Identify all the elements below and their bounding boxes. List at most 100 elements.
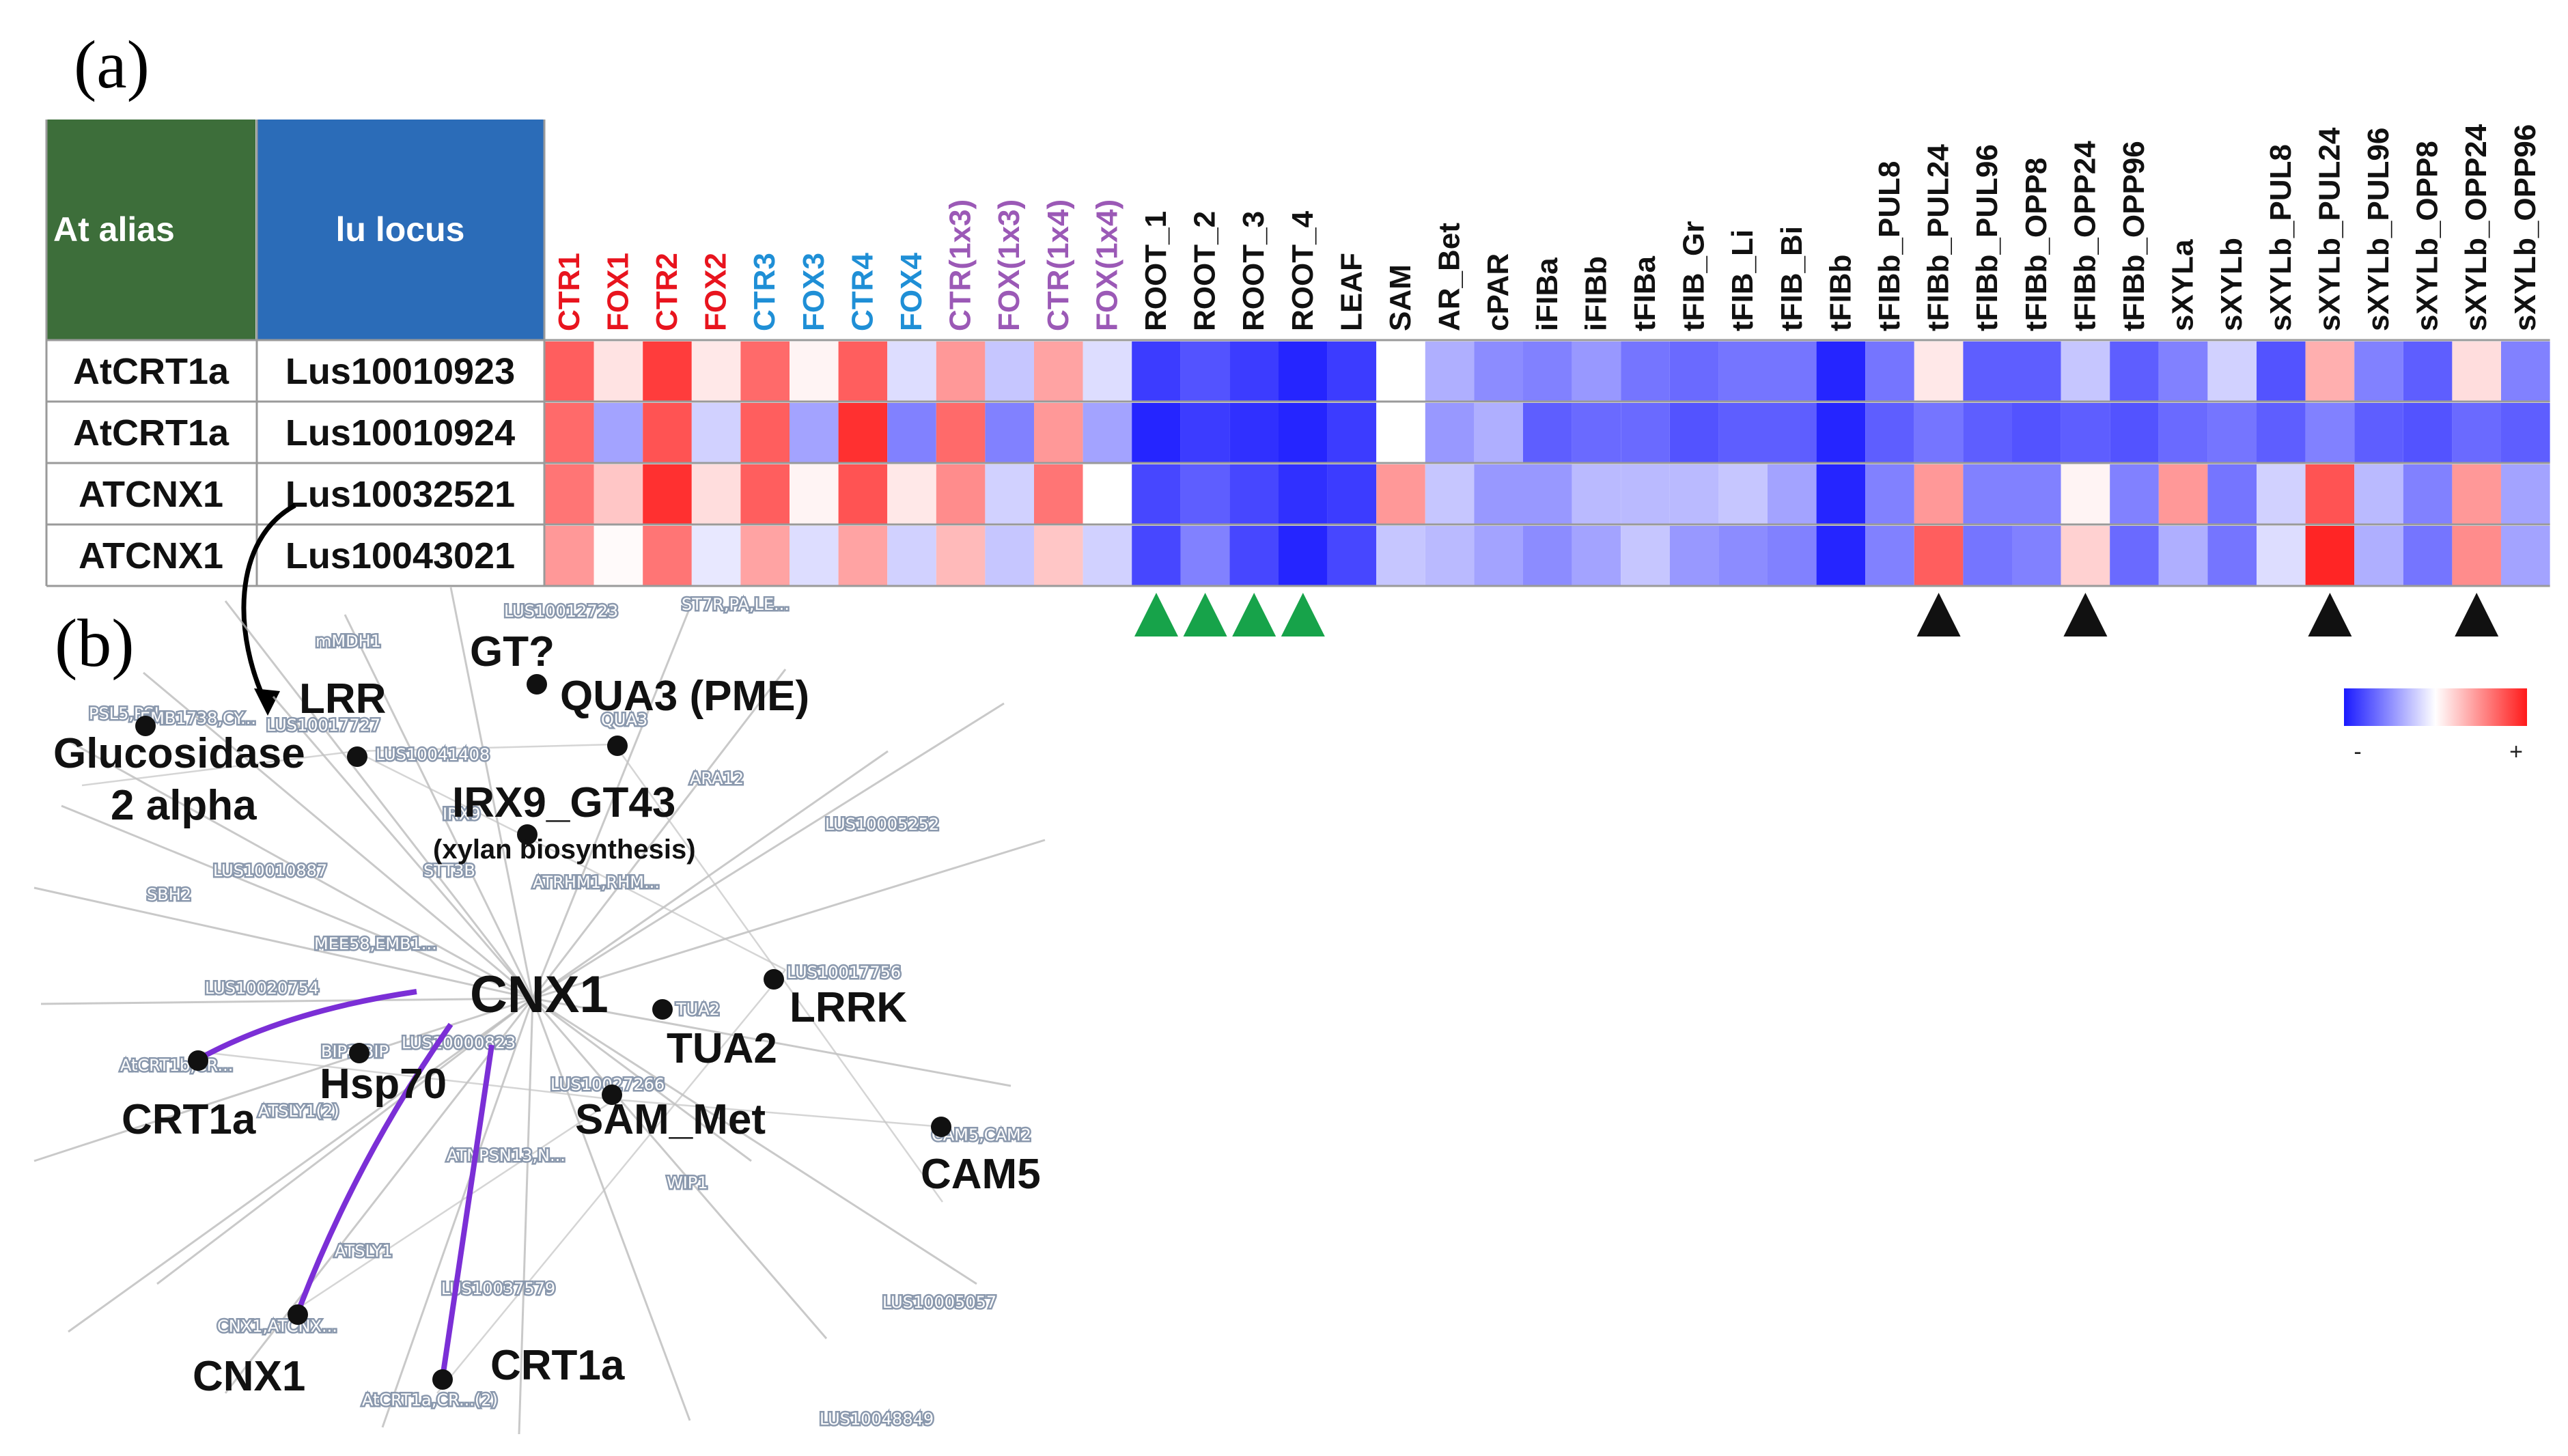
label-tua2: TUA2 [667, 1025, 777, 1072]
network-bg-label: AtCRT1b,CR... [120, 1056, 233, 1075]
column-label: iFIBa [1531, 257, 1564, 331]
heatmap-cell [1474, 403, 1523, 463]
heatmap-cell [1425, 464, 1475, 524]
heatmap-cell [1474, 464, 1523, 524]
column-label: sXYLb_PUL96 [2362, 128, 2395, 331]
heatmap-cell [594, 403, 643, 463]
green-marker [1281, 593, 1325, 636]
label-cnx1-center: CNX1 [470, 966, 609, 1024]
heatmap-cell [1327, 526, 1377, 586]
heatmap-cell [1669, 464, 1719, 524]
heatmap-cell [1083, 341, 1132, 402]
network-bg-label: PSL5,PSL [89, 704, 164, 723]
heatmap-cell [1034, 341, 1083, 402]
column-label: LEAF [1335, 253, 1368, 331]
network-node [527, 674, 547, 695]
network-bg-label: LUS10041408 [376, 745, 490, 764]
network-edge [68, 997, 533, 1333]
column-label: FOX(1x3) [992, 199, 1026, 331]
heatmap-cell [790, 464, 839, 524]
heatmap-cell [985, 403, 1034, 463]
network-node [602, 1084, 622, 1105]
heatmap-cell [2158, 464, 2208, 524]
network-edge [33, 886, 533, 1000]
heatmap-cell [1327, 464, 1377, 524]
heatmap-cell [594, 464, 643, 524]
network-edge [531, 998, 828, 1339]
heatmap-cell [1621, 341, 1670, 402]
heatmap-cell [1914, 403, 1964, 463]
heatmap-cell [691, 464, 741, 524]
heatmap-cell [1572, 464, 1621, 524]
heatmap-cell [2501, 526, 2550, 586]
network-bg-label: QUA3 [601, 710, 647, 729]
network-edge [143, 671, 533, 1000]
heatmap-cell [2061, 341, 2110, 402]
heatmap-cell [1816, 526, 1866, 586]
network-bg-label: LUS10005252 [825, 815, 939, 834]
heatmap-cell [2501, 341, 2550, 402]
column-label: CTR4 [846, 253, 879, 331]
network-edge [381, 998, 534, 1428]
heatmap-cell [643, 526, 692, 586]
column-label: AR_Bet [1433, 223, 1466, 331]
heatmap-cell [2452, 341, 2501, 402]
heatmap-cell [1963, 526, 2012, 586]
highlighted-edges [198, 989, 494, 1378]
heatmap-cell [545, 403, 594, 463]
row-locus: Lus10010924 [285, 412, 515, 453]
heatmap-cell [1621, 464, 1670, 524]
column-label: sXYLb_PUL8 [2264, 144, 2298, 331]
legend-gradient-bar [2344, 688, 2527, 726]
heatmap-cell [2110, 403, 2159, 463]
heatmap-cell [1034, 526, 1083, 586]
network-bg-label: ARA12 [690, 769, 744, 788]
heatmap-cell [545, 464, 594, 524]
heatmap-cell [740, 464, 790, 524]
network-bg-label: ATNPSN13,N... [447, 1146, 566, 1165]
green-marker [1134, 593, 1178, 636]
heatmap-cell [1523, 341, 1572, 402]
heatmap-cell [985, 526, 1034, 586]
label-crt1a-bottom: CRT1a [490, 1342, 625, 1389]
column-label: tFIBb_OPP24 [2068, 141, 2102, 331]
column-label: CTR(1x3) [944, 199, 977, 331]
column-label: FOX2 [699, 253, 733, 331]
network-bg-label: LUS10000823 [402, 1033, 516, 1052]
network-nodes [135, 674, 951, 1390]
heatmap-cell [1669, 341, 1719, 402]
network-edge [436, 969, 786, 1394]
heatmap-cell [2207, 403, 2257, 463]
network-edge [614, 1098, 943, 1128]
green-marker [1232, 593, 1276, 636]
legend-minus-label: - [2354, 739, 2361, 765]
heatmap-cell [1180, 403, 1230, 463]
network-edge [532, 750, 889, 1000]
label-lrrk: LRRK [790, 984, 907, 1031]
column-labels: CTR1 FOX1 CTR2 FOX2 CTR3 FOX3 CTR4 FOX4 CTR(1x3)… [553, 124, 2542, 331]
network-node [135, 716, 156, 736]
heatmap-cell [1376, 464, 1425, 524]
heatmap-cell [594, 341, 643, 402]
heatmap-cell [2110, 464, 2159, 524]
network-bg-label: WIP1 [667, 1173, 708, 1192]
network-bg-label: LUS10017727 [266, 716, 380, 735]
network-bg-label: LUS10048849 [820, 1410, 934, 1429]
heatmap-cell [1572, 403, 1621, 463]
network-edge [531, 669, 787, 999]
column-label: sXYLb_PUL24 [2313, 127, 2346, 331]
column-label: FOX3 [797, 253, 831, 331]
heatmap-cell [790, 403, 839, 463]
label-2alpha: 2 alpha [111, 782, 257, 829]
heatmap-cell [2207, 464, 2257, 524]
network-bg-label: EMB1738,CY... [140, 709, 256, 728]
heatmap-cell [1180, 526, 1230, 586]
network-bg-label: MEE58,EMB1... [314, 934, 437, 953]
network-node [349, 1043, 369, 1063]
column-label: sXYLb_OPP24 [2459, 124, 2493, 331]
heatmap-cell [643, 341, 692, 402]
heatmap-cell [838, 526, 888, 586]
column-label: SAM [1384, 264, 1417, 331]
row-locus: Lus10043021 [285, 535, 515, 576]
network-edge [81, 750, 356, 787]
